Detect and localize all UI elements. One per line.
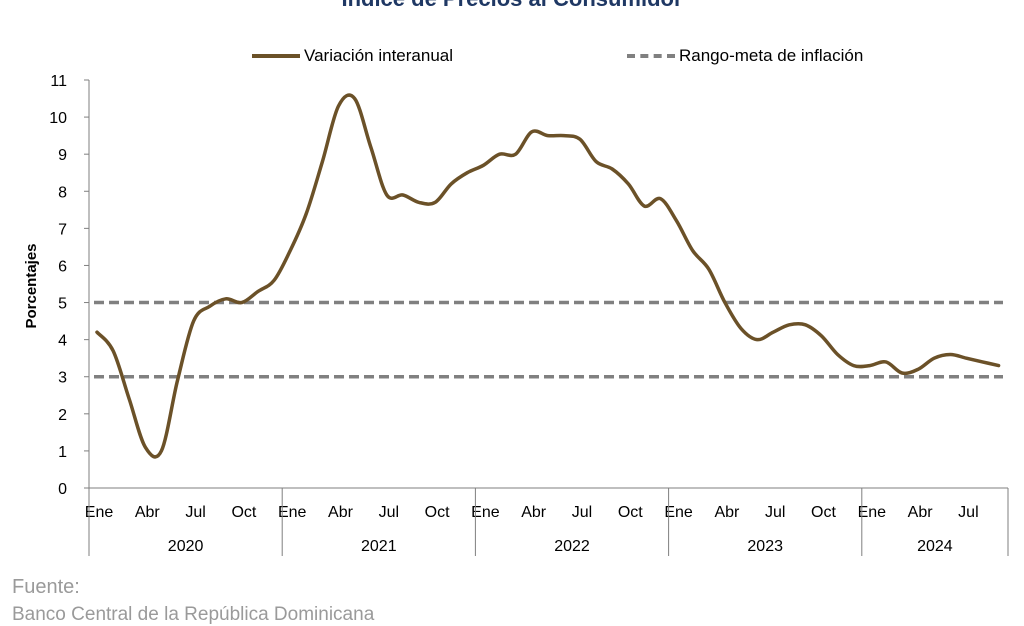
y-tick-label: 2 (58, 407, 67, 424)
footer: Fuente: Banco Central de la República Do… (12, 576, 374, 625)
line-chart: 0 1 2 3 4 5 6 7 8 9 10 11 Porcentajes Ene Abr Jul Oct Ene… (23, 73, 1009, 556)
y-tick-label: 7 (58, 221, 67, 238)
x-month-label: Abr (521, 504, 547, 521)
y-tick-label: 6 (58, 258, 67, 275)
x-year-label: 2023 (747, 538, 783, 555)
y-tick-label: 5 (58, 296, 67, 313)
y-tick-label: 9 (58, 147, 67, 164)
x-year-label: 2024 (917, 538, 953, 555)
x-month-label: Abr (908, 504, 934, 521)
x-month-label: Ene (278, 504, 307, 521)
x-month-label: Oct (231, 504, 256, 521)
y-tick-label: 11 (50, 73, 67, 90)
x-year-label: 2021 (361, 538, 397, 555)
legend-label: Variación interanual (304, 46, 453, 65)
x-month-label: Jul (958, 504, 978, 521)
chart-title: Índice de Precios al Consumidor (0, 0, 1024, 12)
x-month-label: Jul (185, 504, 205, 521)
x-month-label: Jul (379, 504, 399, 521)
x-month-label: Ene (85, 504, 114, 521)
x-month-label: Abr (714, 504, 740, 521)
legend-label: Rango-meta de inflación (679, 46, 864, 65)
x-year-label: 2020 (168, 538, 204, 555)
footer-source: Banco Central de la República Dominicana (12, 604, 375, 625)
y-tick-label: 1 (58, 444, 67, 461)
x-month-label: Jul (572, 504, 592, 521)
y-tick-label: 8 (58, 184, 67, 201)
x-year-label: 2022 (554, 538, 590, 555)
legend-dashed-line-swatch (627, 54, 675, 58)
x-month-label: Oct (811, 504, 836, 521)
series-line-variacion-interanual (95, 93, 1001, 459)
y-tick-label: 3 (58, 370, 67, 387)
x-month-label: Oct (618, 504, 643, 521)
y-tick-label: 4 (58, 333, 67, 350)
y-axis-label: Porcentajes (23, 243, 40, 328)
x-month-label: Jul (765, 504, 785, 521)
footer-label: Fuente: (12, 576, 80, 598)
x-month-label: Oct (425, 504, 450, 521)
x-month-label: Ene (471, 504, 500, 521)
x-month-label: Ene (858, 504, 887, 521)
y-tick-label: 10 (49, 110, 67, 127)
legend-solid-line-swatch (252, 54, 300, 58)
x-month-label: Abr (328, 504, 354, 521)
legend-item-rango-meta: Rango-meta de inflación (627, 46, 863, 66)
y-tick-label: 0 (58, 481, 67, 498)
x-month-label: Ene (664, 504, 693, 521)
x-month-label: Abr (135, 504, 161, 521)
legend-item-variacion: Variación interanual (252, 46, 453, 66)
